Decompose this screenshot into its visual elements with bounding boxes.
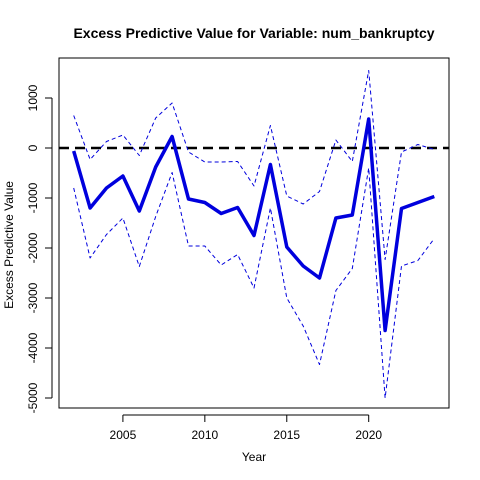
y-tick-label-2: -3000 <box>26 282 40 313</box>
series-line-lower <box>73 167 435 399</box>
y-tick-label-3: -2000 <box>26 232 40 263</box>
x-axis-label: Year <box>242 450 266 464</box>
plot-layer: 2005 2010 2015 2020 -5000 -4000 -3000 -2000 -100… <box>26 70 449 442</box>
y-tick-label-6: 1000 <box>26 84 40 111</box>
y-tick-label-5: 0 <box>26 144 40 151</box>
series-line-upper <box>73 70 435 260</box>
series-line-estimate <box>72 117 435 333</box>
x-tick-label-2005: 2005 <box>110 428 137 442</box>
x-tick-label-2020: 2020 <box>355 428 382 442</box>
chart-title: Excess Predictive Value for Variable: nu… <box>73 25 434 41</box>
y-tick-label-0: -5000 <box>26 382 40 413</box>
y-tick-label-4: -1000 <box>26 182 40 213</box>
plot-frame <box>58 57 450 409</box>
x-tick-label-2015: 2015 <box>273 428 300 442</box>
y-tick-label-1: -4000 <box>26 332 40 363</box>
y-axis-label: Excess Predictive Value <box>2 181 16 309</box>
x-tick-label-2010: 2010 <box>191 428 218 442</box>
